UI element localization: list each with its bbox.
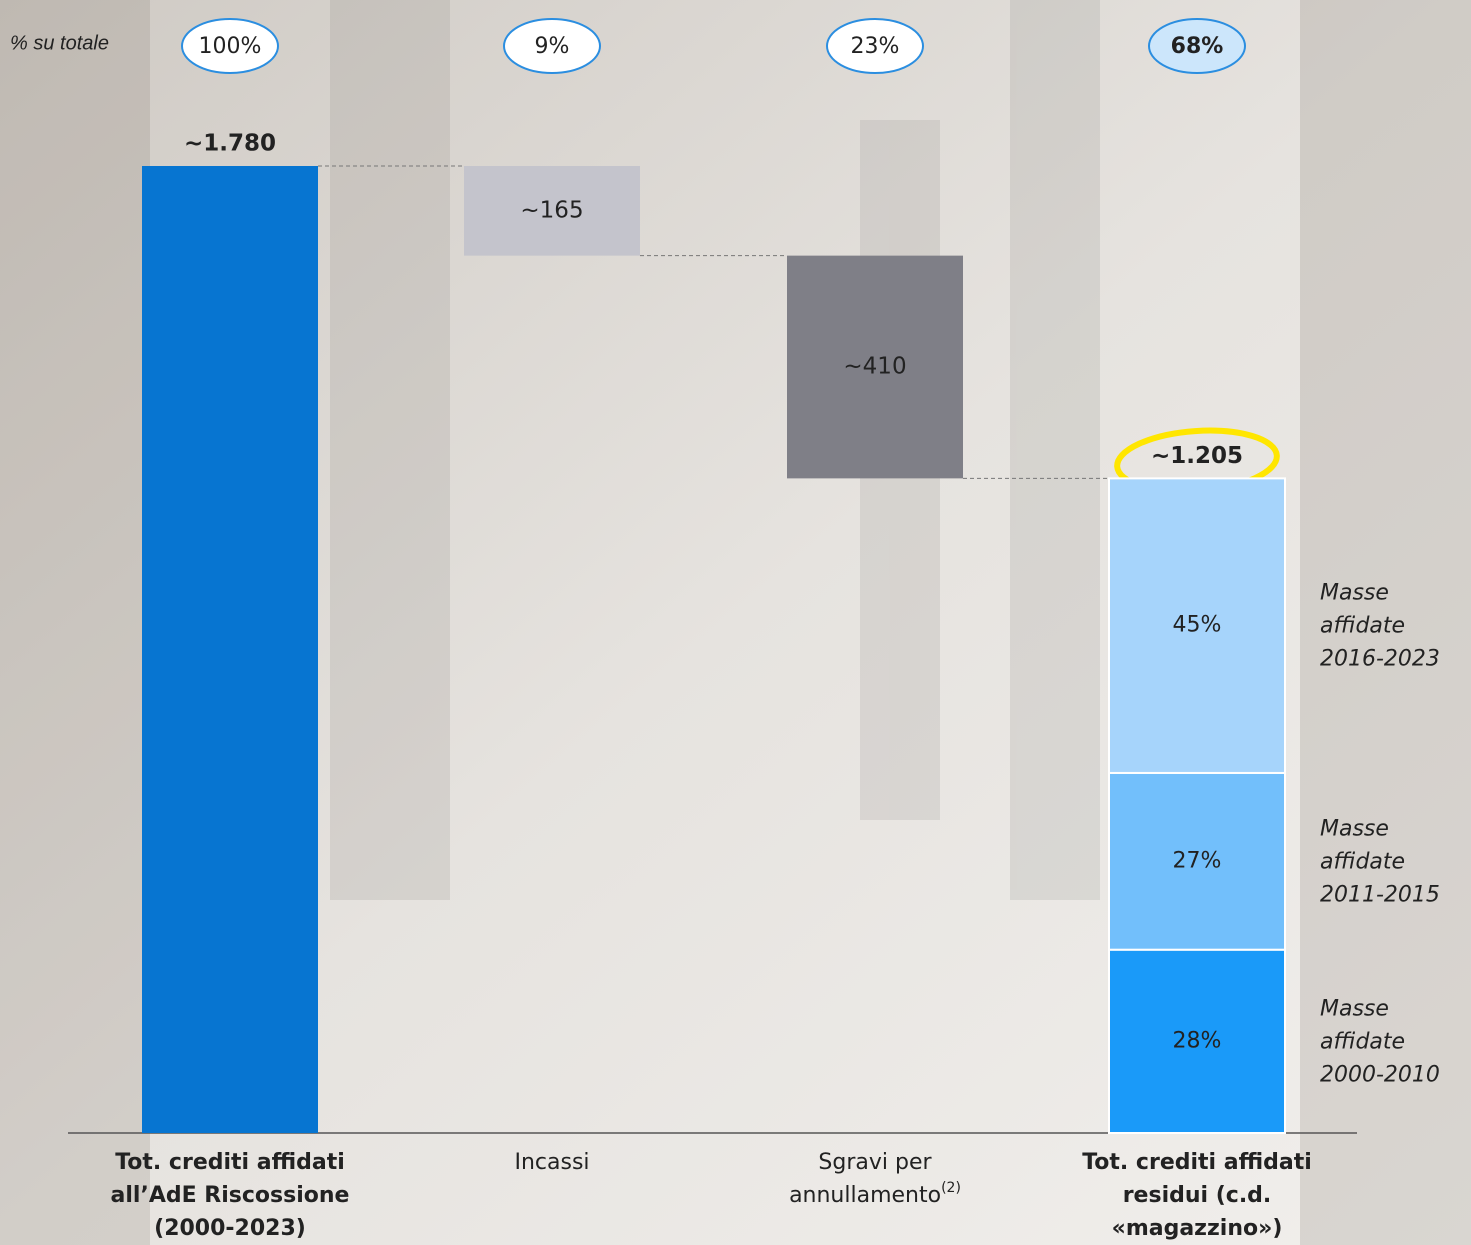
share-bubble [1148,18,1246,74]
segment-label: 45% [1173,613,1222,638]
segment-name: 2000-2010 [1320,1062,1440,1087]
bar-segment [1108,771,1286,951]
segment-name: affidate [1320,1029,1405,1054]
category-label: annullamento(2) [789,1180,961,1208]
value-label: ~1.780 [184,131,276,157]
value-label: ~1.205 [1151,443,1243,469]
bar-segment [1108,477,1286,774]
share-bubble [503,18,601,74]
segment-name: affidate [1320,849,1405,874]
category-label: Incassi [514,1150,589,1175]
value-label: ~410 [843,354,906,380]
share-label: % su totale [10,32,109,54]
share-bubble [826,18,924,74]
segment-label: 28% [1173,1028,1222,1053]
category-label: (2000-2023) [154,1216,306,1241]
segment-name: 2016-2023 [1320,647,1440,672]
segment-name: 2011-2015 [1320,882,1440,907]
segment-label: 27% [1173,848,1222,873]
value-label: ~165 [520,197,583,223]
share-value: 100% [199,34,262,59]
category-superscript: (2) [941,1180,961,1196]
category-label: Tot. crediti affidati [1082,1150,1312,1175]
bar-segment [1108,948,1286,1134]
segment-name: Masse [1320,996,1389,1021]
share-value: 68% [1171,34,1224,59]
bar [787,255,963,479]
share-bubble [181,18,279,74]
segment-name: Masse [1320,816,1389,841]
segment-name: Masse [1320,581,1389,606]
segment-name: affidate [1320,614,1405,639]
share-value: 9% [535,34,570,59]
category-label: all’AdE Riscossione [111,1183,350,1208]
category-label: residui (c.d. [1123,1183,1272,1208]
bar [142,166,318,1133]
category-label: Tot. crediti affidati [115,1150,345,1175]
category-label: Sgravi per [818,1150,932,1175]
share-value: 23% [851,34,900,59]
bar [464,166,640,256]
category-label: «magazzino») [1112,1216,1283,1241]
